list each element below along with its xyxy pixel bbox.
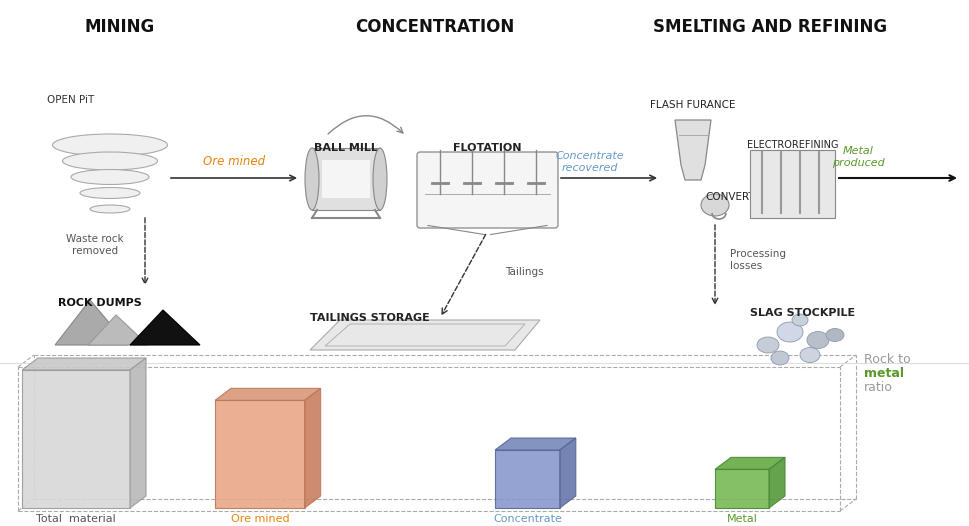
Text: BALL MILL: BALL MILL — [314, 143, 378, 153]
Text: FLASH FURANCE: FLASH FURANCE — [650, 100, 735, 110]
Text: Ore mined: Ore mined — [231, 514, 289, 524]
Text: Processing
losses: Processing losses — [730, 249, 786, 271]
Ellipse shape — [62, 152, 158, 170]
Text: CONCENTRATION: CONCENTRATION — [356, 18, 515, 36]
FancyBboxPatch shape — [417, 152, 558, 228]
Ellipse shape — [807, 331, 829, 349]
Ellipse shape — [771, 351, 789, 365]
Ellipse shape — [757, 337, 779, 353]
Polygon shape — [22, 370, 130, 508]
Polygon shape — [769, 458, 785, 508]
Polygon shape — [130, 310, 200, 345]
Polygon shape — [55, 300, 128, 345]
FancyBboxPatch shape — [322, 160, 370, 198]
Text: ELECTROREFINING: ELECTROREFINING — [747, 140, 838, 150]
Text: CONVERTER: CONVERTER — [705, 192, 768, 202]
Ellipse shape — [800, 348, 820, 362]
Text: Tailings: Tailings — [505, 267, 544, 277]
Polygon shape — [560, 438, 576, 508]
Text: FLOTATION: FLOTATION — [453, 143, 521, 153]
Ellipse shape — [373, 148, 387, 210]
Polygon shape — [304, 388, 321, 508]
Ellipse shape — [701, 194, 729, 216]
Ellipse shape — [305, 148, 319, 210]
Text: Total  material
extracted: Total material extracted — [36, 514, 116, 526]
Text: Metal
produced: Metal produced — [831, 146, 885, 168]
Text: Rock to: Rock to — [864, 353, 911, 366]
Polygon shape — [88, 315, 148, 345]
Text: Waste rock
removed: Waste rock removed — [66, 234, 124, 256]
Polygon shape — [495, 438, 576, 450]
Polygon shape — [495, 450, 560, 508]
Ellipse shape — [90, 205, 130, 213]
FancyBboxPatch shape — [312, 148, 380, 210]
Text: Ore mined: Ore mined — [203, 155, 266, 168]
Ellipse shape — [52, 134, 168, 156]
Ellipse shape — [792, 314, 808, 326]
Text: ROCK DUMPS: ROCK DUMPS — [58, 298, 141, 308]
Ellipse shape — [777, 322, 803, 342]
Polygon shape — [310, 320, 540, 350]
Text: SMELTING AND REFINING: SMELTING AND REFINING — [653, 18, 887, 36]
Ellipse shape — [80, 187, 140, 198]
Text: Metal
produced: Metal produced — [716, 514, 768, 526]
FancyBboxPatch shape — [750, 150, 835, 218]
Ellipse shape — [71, 169, 149, 185]
Text: SLAG STOCKPILE: SLAG STOCKPILE — [750, 308, 855, 318]
Polygon shape — [715, 458, 785, 469]
Text: metal: metal — [864, 367, 904, 380]
Text: ratio: ratio — [864, 381, 892, 394]
Text: Concentrate
recovered: Concentrate recovered — [493, 514, 562, 526]
Text: OPEN PiT: OPEN PiT — [47, 95, 94, 105]
Polygon shape — [215, 388, 321, 400]
Text: MINING: MINING — [85, 18, 155, 36]
Ellipse shape — [826, 329, 844, 341]
Text: Concentrate
recovered: Concentrate recovered — [555, 151, 624, 173]
Polygon shape — [715, 469, 769, 508]
Polygon shape — [130, 358, 146, 508]
Polygon shape — [215, 400, 304, 508]
Polygon shape — [675, 120, 711, 180]
Text: TAILINGS STORAGE: TAILINGS STORAGE — [310, 313, 429, 323]
Polygon shape — [22, 358, 146, 370]
